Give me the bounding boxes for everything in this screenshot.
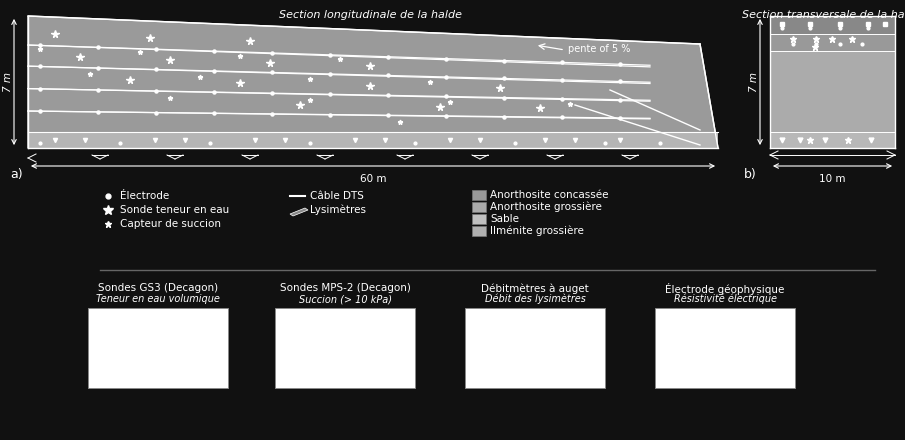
Text: 60 m: 60 m (360, 174, 386, 184)
Text: Succion (> 10 kPa): Succion (> 10 kPa) (299, 294, 392, 304)
Text: Anorthosite concassée: Anorthosite concassée (490, 190, 608, 200)
Bar (472, 202, 486, 212)
Bar (770, 34, 895, 51)
Bar (472, 226, 486, 236)
Text: Section transversale de la halde: Section transversale de la halde (742, 10, 905, 20)
Text: Électrode géophysique: Électrode géophysique (665, 283, 785, 295)
Text: pente of 5 %: pente of 5 % (568, 44, 631, 54)
Text: Anorthosite grossière: Anorthosite grossière (490, 202, 602, 212)
Text: Sable: Sable (490, 214, 519, 224)
Text: a): a) (10, 168, 23, 181)
Text: Résistivité électrique: Résistivité électrique (673, 294, 776, 304)
Bar (472, 190, 486, 200)
Bar (770, 132, 895, 148)
Text: Lysimètres: Lysimètres (310, 205, 366, 215)
Bar (472, 214, 486, 224)
Text: Ilménite grossière: Ilménite grossière (490, 226, 584, 236)
Bar (88, 308, 228, 388)
Text: Débit des lysimètres: Débit des lysimètres (484, 294, 586, 304)
Bar (770, 16, 895, 34)
Text: Sonde teneur en eau: Sonde teneur en eau (120, 205, 229, 215)
Text: Câble DTS: Câble DTS (310, 191, 364, 201)
Text: 10 m: 10 m (819, 174, 846, 184)
Text: Section longitudinale de la halde: Section longitudinale de la halde (279, 10, 462, 20)
Text: Capteur de succion: Capteur de succion (120, 219, 221, 229)
Text: Électrode: Électrode (120, 191, 169, 201)
Text: Sondes GS3 (Decagon): Sondes GS3 (Decagon) (98, 283, 218, 293)
Polygon shape (290, 208, 308, 216)
Text: Teneur en eau volumique: Teneur en eau volumique (96, 294, 220, 304)
Bar (770, 51, 895, 132)
Text: b): b) (744, 168, 757, 181)
Bar (275, 308, 415, 388)
Text: Sondes MPS-2 (Decagon): Sondes MPS-2 (Decagon) (280, 283, 411, 293)
Text: Débitmètres à auget: Débitmètres à auget (481, 283, 589, 293)
Polygon shape (28, 132, 718, 148)
Polygon shape (28, 16, 718, 148)
Bar (465, 308, 605, 388)
Text: 7 m: 7 m (3, 72, 13, 92)
Text: 7 m: 7 m (749, 72, 759, 92)
Bar (655, 308, 795, 388)
